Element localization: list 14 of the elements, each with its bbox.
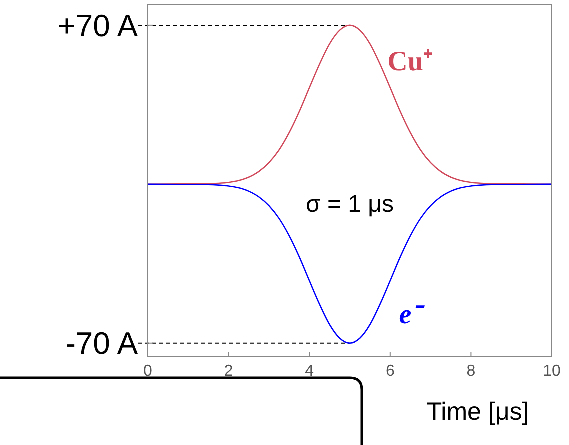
x-tick-label: 2 [224, 363, 234, 380]
line-series [147, 24, 553, 186]
x-axis-title: Time [μs] [426, 398, 530, 426]
annotation: σ = 1 μs [306, 191, 394, 218]
line-series [147, 184, 553, 344]
x-tick-label: 8 [466, 363, 476, 380]
x-tick-label: 0 [144, 363, 153, 380]
y-tick-label: +70 A [58, 8, 138, 44]
x-tick-label: 6 [386, 363, 395, 380]
series-label: e⁻ [399, 299, 426, 330]
y-tick-label: -70 A [66, 326, 138, 362]
x-tick-label: 10 [543, 363, 561, 380]
x-tick-label: 4 [305, 363, 314, 380]
series-label: Cu⁺ [388, 46, 432, 78]
